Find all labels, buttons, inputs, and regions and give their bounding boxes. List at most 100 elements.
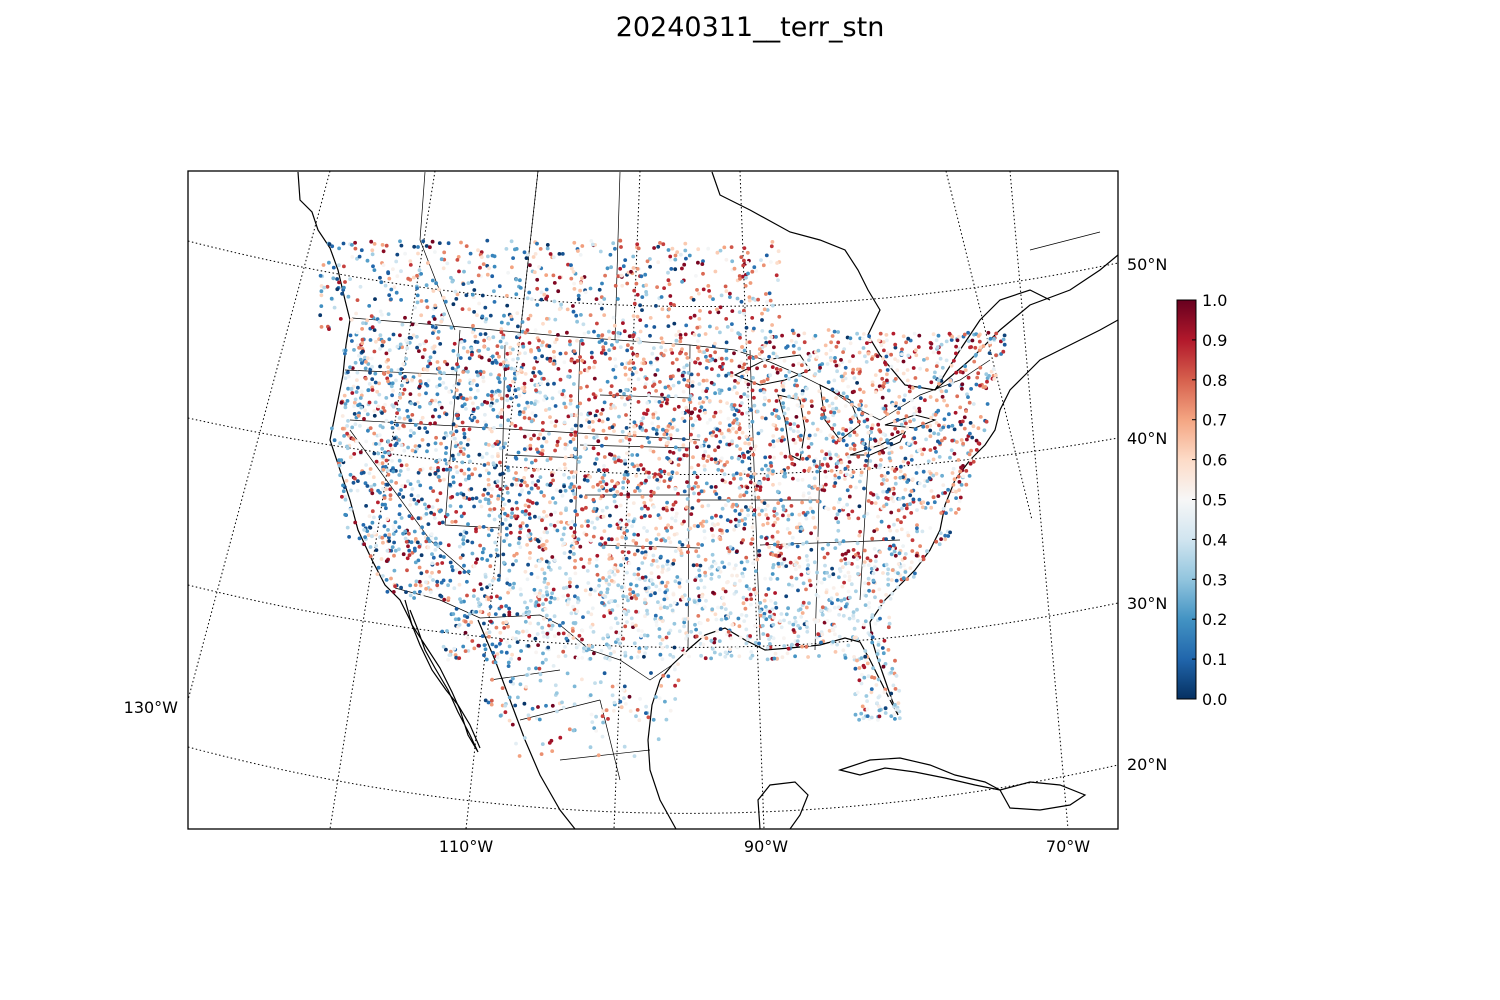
station-point <box>852 626 857 631</box>
station-point <box>861 390 866 394</box>
station-point <box>479 587 484 591</box>
station-point <box>577 633 582 638</box>
station-point <box>389 368 394 372</box>
station-point <box>557 252 562 256</box>
station-point <box>442 436 446 440</box>
station-point <box>735 549 739 554</box>
station-point <box>954 351 958 356</box>
station-point <box>523 569 528 574</box>
station-point <box>383 402 387 407</box>
station-point <box>619 563 623 568</box>
station-point <box>497 354 501 359</box>
station-point <box>661 673 666 678</box>
station-point <box>876 704 881 708</box>
station-point <box>581 565 586 569</box>
station-point <box>696 356 700 361</box>
station-point <box>525 296 530 301</box>
station-point <box>790 542 795 546</box>
station-point <box>590 355 594 360</box>
station-point <box>631 538 636 543</box>
station-point <box>881 356 886 361</box>
station-point <box>972 359 977 364</box>
station-point <box>555 597 560 601</box>
station-point <box>424 382 428 386</box>
station-point <box>562 551 567 555</box>
station-point <box>387 535 391 540</box>
station-point <box>873 595 877 600</box>
station-point <box>353 422 358 427</box>
station-point <box>966 330 970 335</box>
station-point <box>533 591 538 596</box>
station-point <box>714 326 719 331</box>
station-point <box>484 468 489 473</box>
station-point <box>417 384 422 389</box>
station-point <box>571 621 576 625</box>
station-point <box>442 555 446 559</box>
station-point <box>472 310 476 314</box>
station-point <box>709 572 714 577</box>
station-point <box>666 314 671 319</box>
station-point <box>554 337 559 342</box>
station-point <box>426 536 430 541</box>
station-point <box>547 344 552 349</box>
station-point <box>541 602 545 606</box>
station-point <box>428 361 433 366</box>
station-point <box>607 571 611 575</box>
station-point <box>544 703 548 708</box>
station-point <box>770 411 775 416</box>
station-point <box>435 579 440 584</box>
station-point <box>478 499 482 504</box>
station-point <box>855 658 859 663</box>
station-point <box>353 246 358 251</box>
station-point <box>944 358 949 363</box>
station-point <box>553 340 557 345</box>
station-point <box>747 355 752 360</box>
station-point <box>800 644 804 649</box>
station-point <box>380 343 385 348</box>
station-point <box>498 630 503 635</box>
station-point <box>629 582 633 587</box>
station-point <box>628 367 632 372</box>
station-point <box>978 415 983 419</box>
station-point <box>450 520 455 524</box>
station-point <box>567 584 572 589</box>
station-point <box>503 511 507 516</box>
station-point <box>374 459 379 464</box>
station-point <box>668 433 673 438</box>
station-point <box>1002 342 1007 347</box>
station-point <box>833 650 838 654</box>
station-point <box>573 446 577 451</box>
station-point <box>650 351 655 356</box>
station-point <box>834 440 839 445</box>
station-point <box>504 620 509 625</box>
station-point <box>345 424 349 428</box>
station-point <box>899 520 903 525</box>
station-point <box>411 275 416 280</box>
station-point <box>608 611 613 615</box>
station-point <box>437 458 442 462</box>
station-point <box>594 557 599 562</box>
station-point <box>709 638 714 643</box>
station-point <box>601 479 606 484</box>
station-point <box>544 273 549 277</box>
station-point <box>733 379 737 383</box>
station-point <box>958 370 963 374</box>
station-point <box>647 475 651 480</box>
station-point <box>718 652 723 657</box>
station-point <box>386 379 390 384</box>
station-point <box>514 559 518 563</box>
station-point <box>742 258 746 263</box>
station-point <box>763 604 768 609</box>
station-point <box>420 497 424 502</box>
station-point <box>589 538 593 543</box>
station-point <box>466 623 471 627</box>
station-point <box>659 554 663 559</box>
station-point <box>661 427 665 432</box>
station-point <box>974 448 979 452</box>
station-point <box>830 334 835 338</box>
station-point <box>869 501 874 505</box>
station-point <box>368 370 372 375</box>
station-point <box>984 372 989 377</box>
station-point <box>350 425 355 430</box>
station-point <box>697 382 702 386</box>
